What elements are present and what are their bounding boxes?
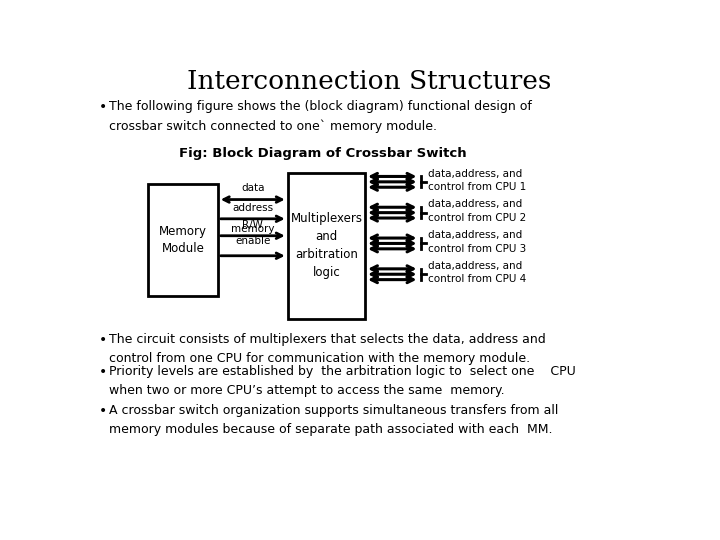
Text: Multiplexers
and
arbitration
logic: Multiplexers and arbitration logic	[290, 212, 362, 279]
Text: The following figure shows the (block diagram) functional design of
crossbar swi: The following figure shows the (block di…	[109, 100, 532, 133]
Text: Memory
Module: Memory Module	[159, 225, 207, 255]
Text: Priority levels are established by  the arbitration logic to  select one    CPU
: Priority levels are established by the a…	[109, 365, 576, 397]
Text: memory
enable: memory enable	[231, 224, 274, 246]
Bar	[148, 184, 218, 296]
Text: R/W: R/W	[243, 220, 264, 229]
Text: The circuit consists of multiplexers that selects the data, address and
control : The circuit consists of multiplexers tha…	[109, 333, 546, 364]
Text: •: •	[99, 365, 107, 379]
Text: •: •	[99, 403, 107, 417]
Text: data: data	[241, 184, 264, 193]
Text: •: •	[99, 333, 107, 347]
Text: data,address, and
control from CPU 2: data,address, and control from CPU 2	[428, 199, 526, 222]
Text: Interconnection Structures: Interconnection Structures	[186, 69, 552, 94]
Text: data,address, and
control from CPU 1: data,address, and control from CPU 1	[428, 168, 526, 192]
Text: data,address, and
control from CPU 4: data,address, and control from CPU 4	[428, 261, 526, 284]
Bar	[287, 173, 365, 319]
Text: data,address, and
control from CPU 3: data,address, and control from CPU 3	[428, 230, 526, 253]
Text: •: •	[99, 100, 107, 114]
Text: address: address	[232, 202, 274, 213]
Text: Fig: Block Diagram of Crossbar Switch: Fig: Block Diagram of Crossbar Switch	[179, 147, 467, 160]
Text: A crossbar switch organization supports simultaneous transfers from all
memory m: A crossbar switch organization supports …	[109, 403, 559, 436]
